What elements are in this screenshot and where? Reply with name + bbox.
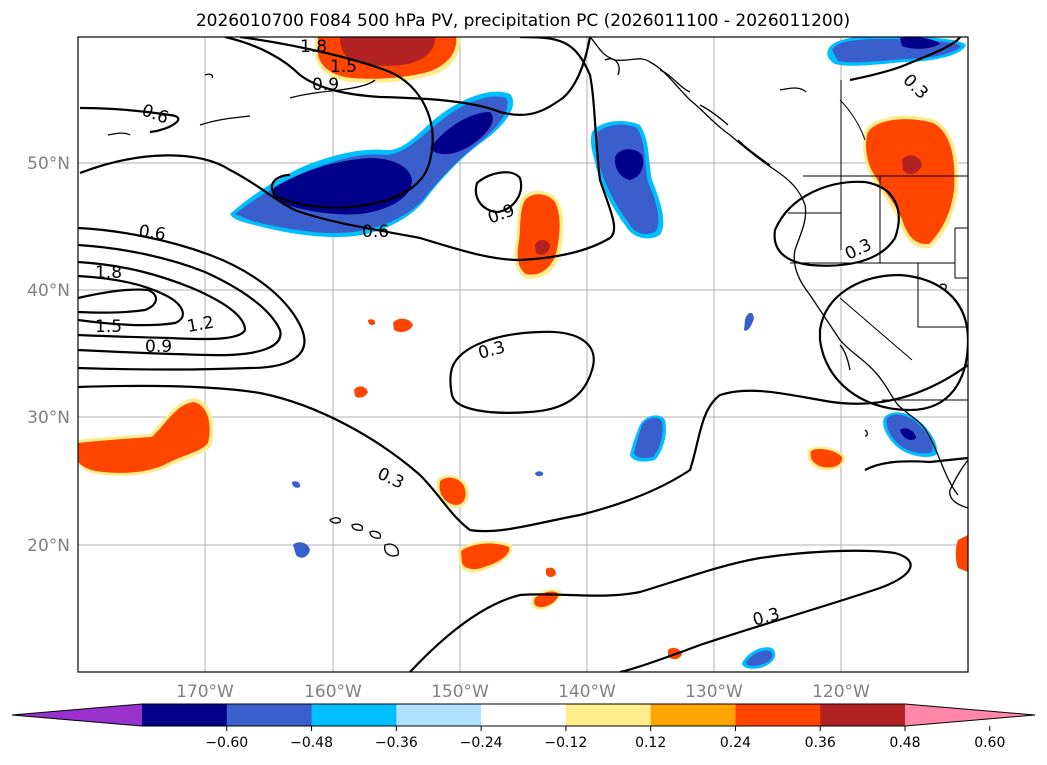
- lat-label: 50°N: [27, 154, 70, 174]
- contour-label: 0.9: [312, 75, 339, 95]
- lon-label: 120°W: [812, 682, 870, 702]
- lat-label: 40°N: [27, 281, 70, 301]
- colorbar-segment: [226, 704, 313, 726]
- colorbar-tick-label: −0.24: [460, 735, 503, 751]
- lon-label: 150°W: [431, 682, 489, 702]
- colorbar-segments: [11, 703, 1036, 727]
- colorbar-extend-min: [12, 704, 142, 726]
- colorbar-segment: [735, 704, 821, 726]
- lon-label: 160°W: [304, 682, 362, 702]
- lat-label: 30°N: [27, 408, 70, 428]
- colorbar-ticks: −0.60 −0.48 −0.36 −0.24 −0.12 0.12 0.24 0.36 0.4…: [205, 726, 1005, 751]
- colorbar-segment: [650, 704, 736, 726]
- colorbar-tick-label: −0.12: [544, 735, 587, 751]
- precip-positive-regions: [78, 37, 968, 660]
- precip-negative-regions: [230, 37, 966, 669]
- contour-label: 1.2: [186, 313, 216, 337]
- colorbar-extend-max: [905, 704, 1035, 726]
- colorbar-tick-label: −0.48: [290, 735, 333, 751]
- lon-label: 170°W: [176, 682, 234, 702]
- colorbar-segment: [481, 704, 567, 726]
- figure-title: 2026010700 F084 500 hPa PV, precipitatio…: [196, 11, 850, 31]
- lon-label: 130°W: [685, 682, 743, 702]
- lat-label: 20°N: [27, 536, 70, 556]
- colorbar-segment: [820, 704, 906, 726]
- colorbar-segment: [396, 704, 482, 726]
- contour-label: 1.8: [300, 37, 327, 57]
- contour-label: 0.6: [137, 221, 167, 245]
- colorbar-tick-label: 0.36: [805, 735, 836, 751]
- colorbar-outline: [11, 703, 1036, 727]
- colorbar-tick-label: −0.36: [375, 735, 418, 751]
- contour-label: 0.6: [362, 222, 389, 242]
- colorbar: −0.60 −0.48 −0.36 −0.24 −0.12 0.12 0.24 0.36 0.4…: [11, 703, 1036, 751]
- contour-label: 1.8: [95, 263, 122, 283]
- contour-label: 1.5: [330, 57, 357, 77]
- colorbar-segment: [142, 704, 228, 726]
- colorbar-tick-label: 0.24: [720, 735, 751, 751]
- pv-contour-labels: 1.8 1.5 0.9 0.6 1.8 1.5 1.2 0.9 0.6 0.6 …: [95, 37, 932, 631]
- colorbar-tick-label: 0.12: [635, 735, 666, 751]
- political-borders: [788, 80, 968, 401]
- latitude-labels: 50°N 40°N 30°N 20°N: [27, 154, 70, 556]
- contour-label: 0.9: [145, 337, 172, 357]
- map-frame: [77, 36, 969, 673]
- map-panel: 1.8 1.5 0.9 0.6 1.8 1.5 1.2 0.9 0.6 0.6 …: [27, 36, 969, 702]
- colorbar-segment: [311, 704, 397, 726]
- colorbar-tick-label: 0.60: [974, 735, 1005, 751]
- pv-contours: [78, 37, 968, 672]
- colorbar-tick-label: 0.48: [889, 735, 920, 751]
- lon-label: 140°W: [558, 682, 616, 702]
- contour-label: 1.5: [95, 317, 122, 337]
- coastlines: [107, 37, 968, 557]
- longitude-labels: 170°W 160°W 150°W 140°W 130°W 120°W: [176, 682, 870, 702]
- colorbar-segment: [565, 704, 652, 726]
- colorbar-tick-label: −0.60: [205, 735, 248, 751]
